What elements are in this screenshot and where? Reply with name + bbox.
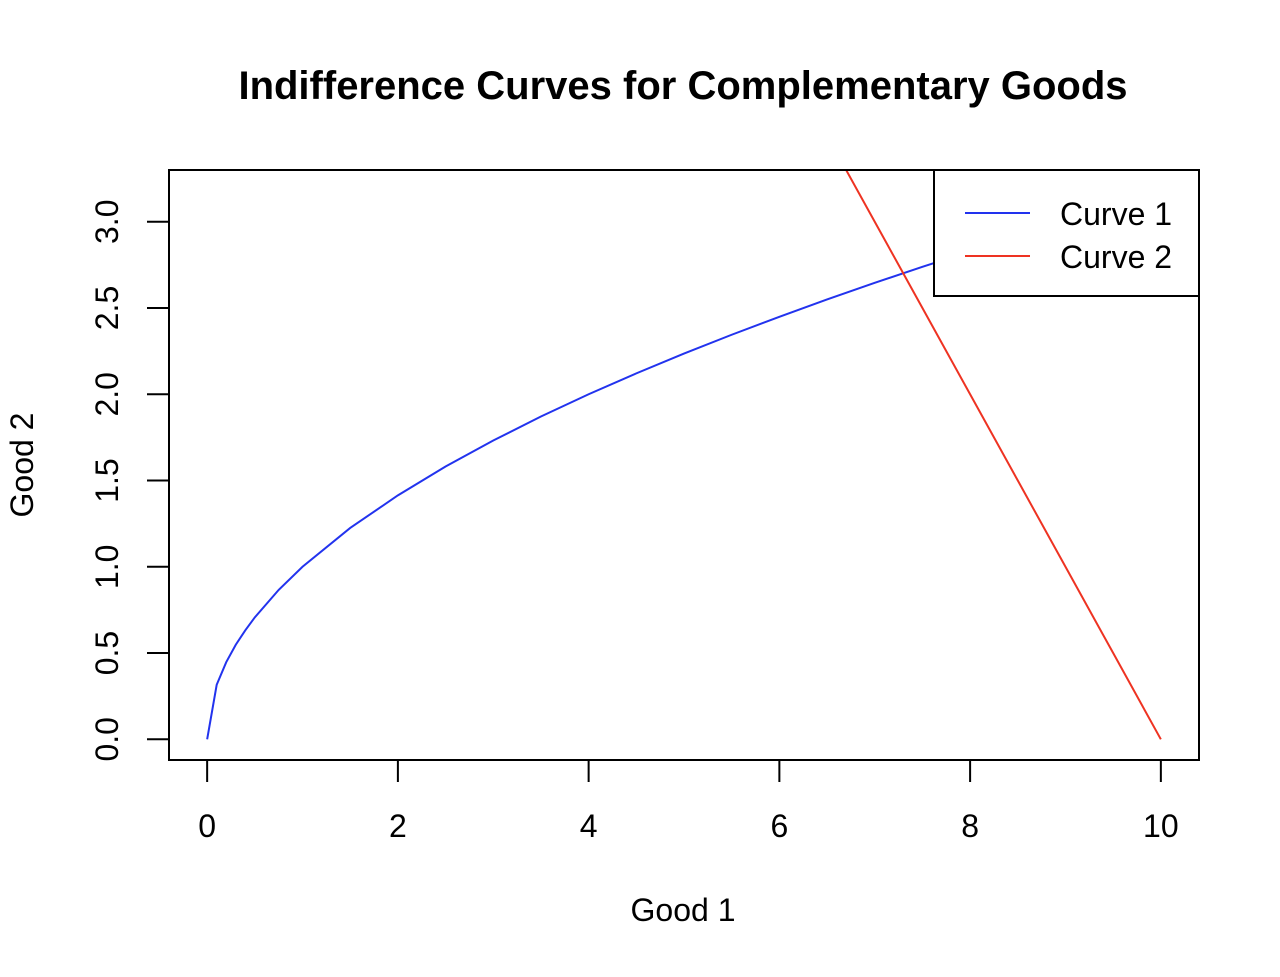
- chart-title: Indifference Curves for Complementary Go…: [238, 64, 1127, 108]
- y-axis: 0.0 0.5 1.0 1.5 2.0 2.5 3.0: [89, 200, 170, 762]
- y-tick-label: 0.0: [89, 717, 125, 761]
- y-tick-label: 3.0: [89, 200, 125, 244]
- x-tick-label: 10: [1143, 808, 1179, 844]
- y-tick-label: 1.5: [89, 458, 125, 502]
- x-axis: 0 2 4 6 8 10: [198, 759, 1179, 844]
- y-tick-label: 0.5: [89, 631, 125, 675]
- y-tick-label: 1.0: [89, 545, 125, 589]
- x-tick-label: 4: [580, 808, 598, 844]
- y-tick-label: 2.5: [89, 286, 125, 330]
- x-tick-label: 8: [961, 808, 979, 844]
- legend-label-curve-1: Curve 1: [1060, 196, 1172, 232]
- legend-label-curve-2: Curve 2: [1060, 239, 1172, 275]
- series-layer: [206, 170, 1162, 740]
- series-line-curve-1: [206, 250, 971, 740]
- legend: Curve 1 Curve 2: [933, 169, 1200, 297]
- series-line-curve-2: [844, 170, 1162, 740]
- y-axis-label: Good 2: [4, 413, 40, 518]
- y-tick-label: 2.0: [89, 372, 125, 416]
- plot-frame: [168, 169, 1200, 761]
- x-axis-label: Good 1: [631, 892, 736, 928]
- x-tick-label: 2: [389, 808, 407, 844]
- legend-box: [933, 169, 1200, 297]
- x-tick-label: 6: [770, 808, 788, 844]
- x-tick-label: 0: [198, 808, 216, 844]
